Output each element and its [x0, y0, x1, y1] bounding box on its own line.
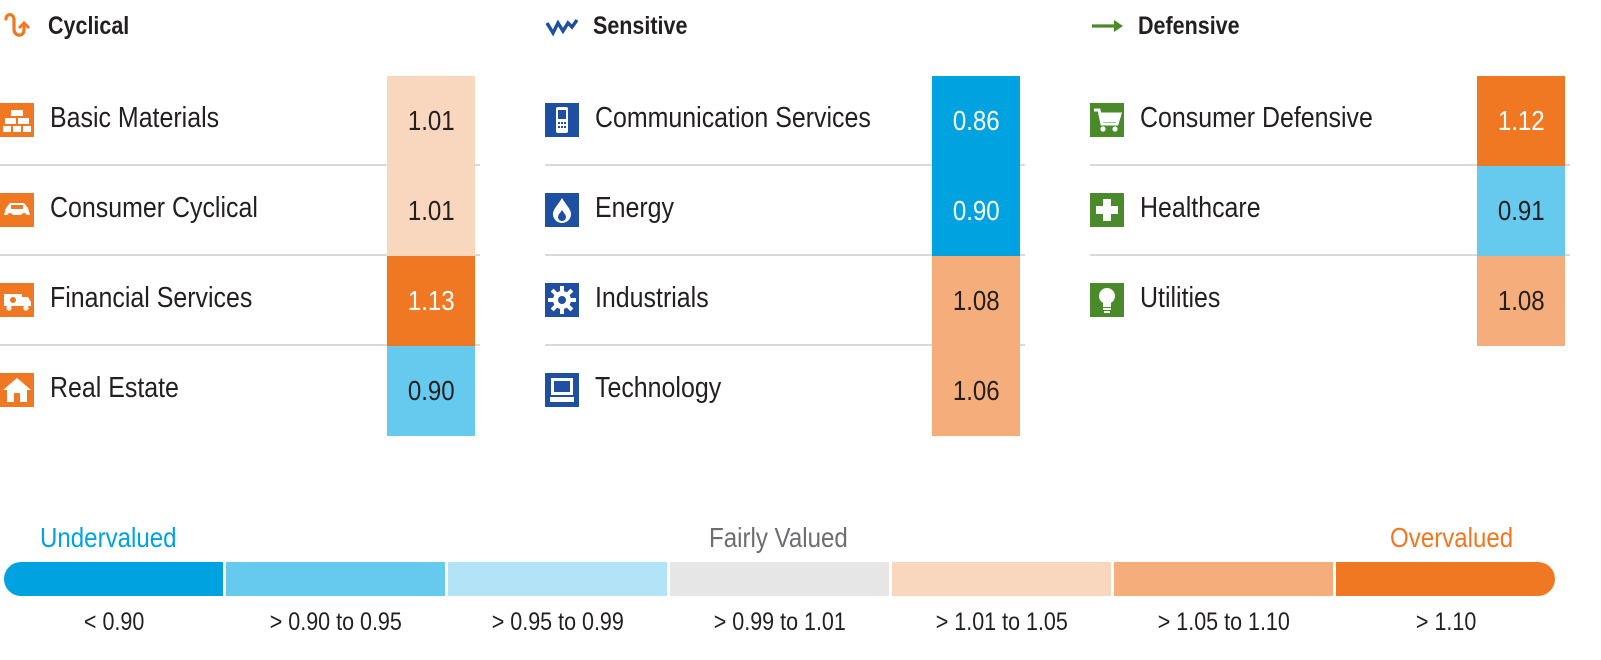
sector-name: Utilities [1140, 282, 1221, 314]
phone-icon [545, 103, 579, 137]
value-cell: 1.13 [387, 256, 475, 346]
gear-icon [545, 283, 579, 317]
defensive-arrow-icon [1090, 9, 1124, 43]
car-icon [0, 193, 34, 227]
sector-row-communication-services: Communication Services 0.86 [545, 76, 1025, 166]
value-label: 1.13 [407, 285, 455, 316]
sector-name: Industrials [595, 282, 709, 314]
value-cell: 0.86 [932, 76, 1020, 166]
sector-name: Consumer Cyclical [50, 192, 258, 224]
value-cell: 0.90 [932, 166, 1020, 256]
sector-name: Communication Services [595, 102, 871, 134]
medical-cross-icon [1090, 193, 1124, 227]
sector-row-industrials: Industrials 1.08 [545, 256, 1025, 346]
sector-name: Real Estate [50, 372, 179, 404]
sector-list: Communication Services 0.86 Energy 0.90 … [545, 76, 1025, 436]
value-cell: 0.90 [387, 346, 475, 436]
legend-fair-label: Fairly Valued [709, 522, 848, 553]
computer-icon [545, 373, 579, 407]
shopping-cart-icon [1090, 103, 1124, 137]
value-label: 1.08 [952, 285, 1000, 316]
value-label: 1.01 [407, 195, 455, 226]
sector-row-basic-materials: Basic Materials 1.01 [0, 76, 480, 166]
value-cell: 0.91 [1477, 166, 1565, 256]
group-title: Cyclical [48, 11, 130, 40]
flame-drop-icon [545, 193, 579, 227]
value-cell: 1.06 [932, 346, 1020, 436]
value-label: 0.90 [407, 375, 455, 406]
sector-row-financial-services: Financial Services 1.13 [0, 256, 480, 346]
value-label: 1.01 [407, 105, 455, 136]
group-header: Cyclical [0, 0, 480, 52]
sector-name: Basic Materials [50, 102, 220, 134]
value-label: 1.08 [1497, 285, 1545, 316]
group-header: Defensive [1090, 0, 1570, 52]
legend-bin-label: > 0.95 to 0.99 [491, 608, 625, 636]
legend-overvalued-label: Overvalued [1389, 522, 1513, 553]
sector-name: Healthcare [1140, 192, 1261, 224]
sector-row-consumer-cyclical: Consumer Cyclical 1.01 [0, 166, 480, 256]
value-label: 0.91 [1497, 195, 1545, 226]
money-truck-icon [0, 283, 34, 317]
value-label: 1.12 [1497, 105, 1545, 136]
group-title: Defensive [1138, 11, 1240, 40]
value-cell: 1.01 [387, 76, 475, 166]
legend-segment [670, 562, 889, 596]
sector-list: Basic Materials 1.01 Consumer Cyclical 1… [0, 76, 480, 436]
group-defensive: Defensive Consumer Defensive 1.12 Health… [1090, 0, 1570, 346]
house-icon [0, 373, 34, 407]
group-cyclical: Cyclical Basic Materials 1.01 Consumer C… [0, 0, 480, 436]
valuation-legend: Undervalued Fairly Valued Overvalued < 0… [0, 516, 1601, 660]
legend-undervalued-label: Undervalued [40, 522, 177, 553]
group-header: Sensitive [545, 0, 1025, 52]
sector-row-real-estate: Real Estate 0.90 [0, 346, 480, 436]
legend-segment [448, 562, 667, 596]
group-title: Sensitive [593, 11, 688, 40]
legend-bin-label: > 0.90 to 0.95 [269, 608, 403, 636]
legend-segment [1114, 562, 1333, 596]
legend-bin-label: > 1.05 to 1.10 [1157, 608, 1291, 636]
legend-bin-label: > 1.10 [1415, 608, 1477, 636]
value-label: 1.06 [952, 375, 1000, 406]
light-bulb-icon [1090, 283, 1124, 317]
sector-row-technology: Technology 1.06 [545, 346, 1025, 436]
sector-name: Technology [595, 372, 722, 404]
sector-row-healthcare: Healthcare 0.91 [1090, 166, 1570, 256]
gold-bars-icon [0, 103, 34, 137]
sector-row-consumer-defensive: Consumer Defensive 1.12 [1090, 76, 1570, 166]
sector-name: Energy [595, 192, 675, 224]
sector-row-utilities: Utilities 1.08 [1090, 256, 1570, 346]
legend-color-bar [4, 562, 1558, 596]
value-cell: 1.08 [1477, 256, 1565, 346]
legend-bin-label: < 0.90 [83, 608, 145, 636]
legend-bin-label: > 0.99 to 1.01 [713, 608, 847, 636]
sector-row-energy: Energy 0.90 [545, 166, 1025, 256]
legend-segment [1336, 562, 1555, 596]
cyclical-curve-icon [0, 9, 34, 43]
value-cell: 1.01 [387, 166, 475, 256]
sector-name: Financial Services [50, 282, 253, 314]
sector-name: Consumer Defensive [1140, 102, 1373, 134]
value-label: 0.86 [952, 105, 1000, 136]
legend-segment [226, 562, 445, 596]
sector-list: Consumer Defensive 1.12 Healthcare 0.91 … [1090, 76, 1570, 346]
sensitive-zigzag-icon [545, 9, 579, 43]
value-label: 0.90 [952, 195, 1000, 226]
legend-segment [4, 562, 223, 596]
legend-bin-label: > 1.01 to 1.05 [935, 608, 1069, 636]
value-cell: 1.08 [932, 256, 1020, 346]
legend-segment [892, 562, 1111, 596]
value-cell: 1.12 [1477, 76, 1565, 166]
group-sensitive: Sensitive Communication Services 0.86 En… [545, 0, 1025, 436]
